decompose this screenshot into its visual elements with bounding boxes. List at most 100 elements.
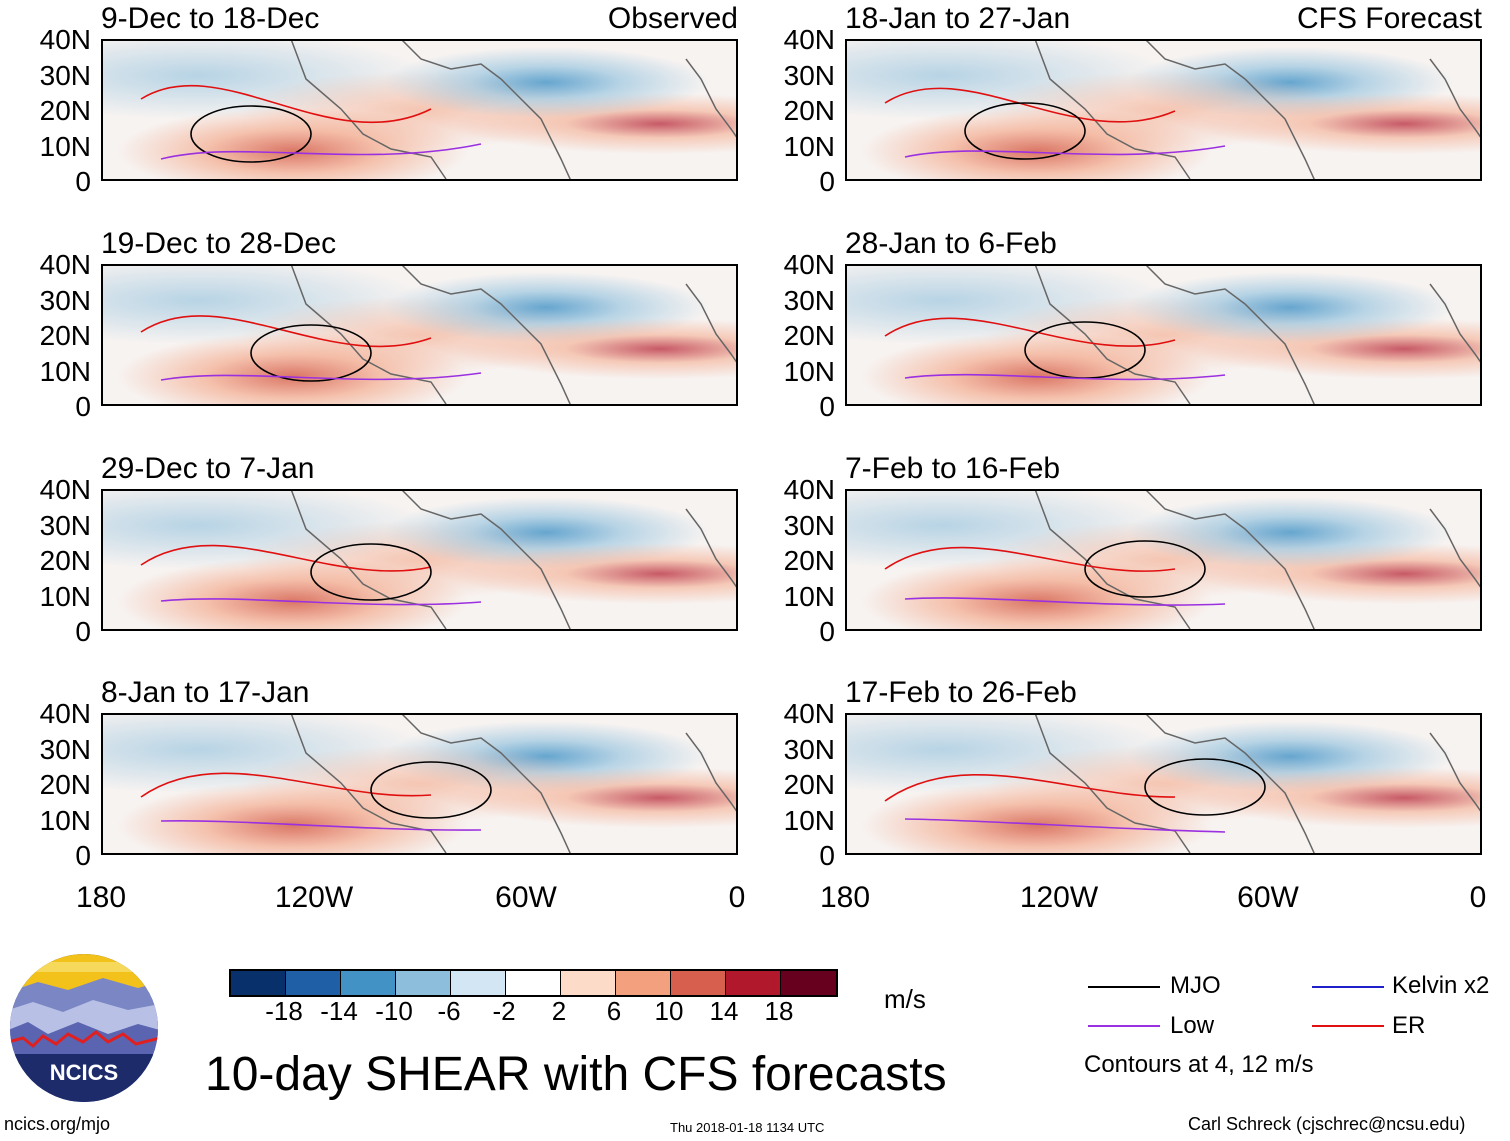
x-tick-left-120w: 120W <box>274 881 354 914</box>
colorbar-swatch <box>231 971 286 995</box>
shear-map-panel <box>845 39 1482 181</box>
footer-author: Carl Schreck (cjschrec@ncsu.edu) <box>1188 1114 1466 1134</box>
footer-url: ncics.org/mjo <box>4 1114 111 1134</box>
x-tick-right-0: 0 <box>1469 881 1487 914</box>
shear-map-panel <box>101 713 738 855</box>
legend-label-er: ER <box>1392 1012 1426 1039</box>
y-tick-label: 30N <box>39 509 91 541</box>
legend-line-kelvin <box>1312 986 1384 988</box>
y-tick-label: 10N <box>39 804 91 836</box>
colorbar-labels: -18 -14 -10 -6 -2 2 6 10 14 18 <box>229 998 834 1028</box>
y-tick-label: 30N <box>783 733 835 765</box>
shear-map-panel <box>101 489 738 631</box>
colorbar-tick-label: -10 <box>375 996 413 1026</box>
colorbar <box>229 969 838 997</box>
y-tick-label: 0 <box>75 391 91 422</box>
panel-title: 19-Dec to 28-Dec <box>101 227 337 260</box>
panel-source-tag: CFS Forecast <box>1296 2 1482 35</box>
colorbar-tick-label: -2 <box>492 996 516 1026</box>
shear-map-panel <box>101 264 738 406</box>
x-tick-left-0: 0 <box>728 881 746 914</box>
y-tick-label: 0 <box>75 616 91 647</box>
y-tick-label: 0 <box>819 616 835 647</box>
x-tick-right-180: 180 <box>819 881 871 914</box>
footer-timestamp: Thu 2018-01-18 1134 UTC <box>670 1120 825 1135</box>
colorbar-tick-label: -18 <box>265 996 303 1026</box>
y-tick-label: 20N <box>39 320 91 351</box>
y-tick-label: 20N <box>39 769 91 800</box>
y-tick-label: 30N <box>39 733 91 765</box>
colorbar-swatch <box>726 971 781 995</box>
y-tick-label: 10N <box>39 580 91 612</box>
y-tick-label: 20N <box>783 95 835 126</box>
shear-map-panel <box>845 264 1482 406</box>
logo-wordmark: NCICS <box>50 1060 118 1085</box>
colorbar-tick-label: -14 <box>320 996 358 1026</box>
panel-title: 18-Jan to 27-Jan <box>845 2 1071 35</box>
panel-source-tag: Observed <box>607 2 738 35</box>
y-tick-label: 20N <box>783 769 835 800</box>
y-tick-label: 20N <box>783 545 835 576</box>
legend-line-low <box>1088 1025 1160 1027</box>
y-tick-label: 10N <box>783 804 835 836</box>
colorbar-tick-label: 14 <box>709 996 739 1026</box>
colorbar-swatch <box>341 971 396 995</box>
y-tick-label: 40N <box>783 474 835 505</box>
colorbar-tick-label: 2 <box>551 996 567 1026</box>
colorbar-swatch <box>781 971 836 995</box>
y-tick-label: 30N <box>783 284 835 316</box>
y-tick-label: 40N <box>39 249 91 280</box>
colorbar-swatch <box>616 971 671 995</box>
panel-title: 29-Dec to 7-Jan <box>101 452 315 485</box>
x-tick-left-180: 180 <box>75 881 127 914</box>
y-tick-label: 30N <box>783 59 835 91</box>
y-tick-label: 40N <box>39 24 91 55</box>
legend-contour-note: Contours at 4, 12 m/s <box>1084 1051 1314 1078</box>
ncics-logo: NCICS <box>8 952 160 1104</box>
shear-map-panel <box>845 713 1482 855</box>
y-tick-label: 30N <box>39 284 91 316</box>
x-tick-left-60w: 60W <box>495 881 557 914</box>
y-tick-label: 40N <box>783 698 835 729</box>
y-tick-label: 30N <box>39 59 91 91</box>
y-tick-label: 20N <box>39 95 91 126</box>
legend-label-kelvin: Kelvin x2 <box>1392 972 1490 999</box>
colorbar-swatch <box>451 971 506 995</box>
legend-line-mjo <box>1088 986 1160 988</box>
y-tick-label: 10N <box>783 130 835 162</box>
panel-title: 17-Feb to 26-Feb <box>845 676 1077 709</box>
colorbar-unit: m/s <box>884 984 926 1014</box>
colorbar-tick-label: 6 <box>606 996 622 1026</box>
y-tick-label: 0 <box>819 840 835 871</box>
colorbar-swatch <box>506 971 561 995</box>
legend-label-low: Low <box>1170 1012 1215 1039</box>
x-tick-right-120w: 120W <box>1019 881 1099 914</box>
colorbar-tick-label: 10 <box>654 996 684 1026</box>
y-tick-label: 10N <box>39 355 91 387</box>
y-tick-label: 20N <box>39 545 91 576</box>
panel-title: 7-Feb to 16-Feb <box>845 452 1061 485</box>
y-tick-label: 10N <box>39 130 91 162</box>
main-title: 10-day SHEAR with CFS forecasts <box>205 1048 947 1101</box>
legend-line-er <box>1312 1025 1384 1027</box>
colorbar-tick-label: -6 <box>437 996 461 1026</box>
y-tick-label: 40N <box>783 249 835 280</box>
y-tick-label: 10N <box>783 580 835 612</box>
y-tick-label: 30N <box>783 509 835 541</box>
colorbar-tick-label: 18 <box>764 996 794 1026</box>
y-tick-label: 10N <box>783 355 835 387</box>
shear-map-panel <box>845 489 1482 631</box>
colorbar-swatch <box>561 971 616 995</box>
panel-title: 8-Jan to 17-Jan <box>101 676 310 709</box>
legend-label-mjo: MJO <box>1170 972 1221 999</box>
y-tick-label: 20N <box>783 320 835 351</box>
colorbar-swatch <box>671 971 726 995</box>
shear-map-panel <box>101 39 738 181</box>
colorbar-swatch <box>286 971 341 995</box>
y-tick-label: 0 <box>75 840 91 871</box>
y-tick-label: 0 <box>819 166 835 197</box>
y-tick-label: 0 <box>819 391 835 422</box>
panel-title: 28-Jan to 6-Feb <box>845 227 1057 260</box>
y-tick-label: 0 <box>75 166 91 197</box>
panel-title: 9-Dec to 18-Dec <box>101 2 320 35</box>
